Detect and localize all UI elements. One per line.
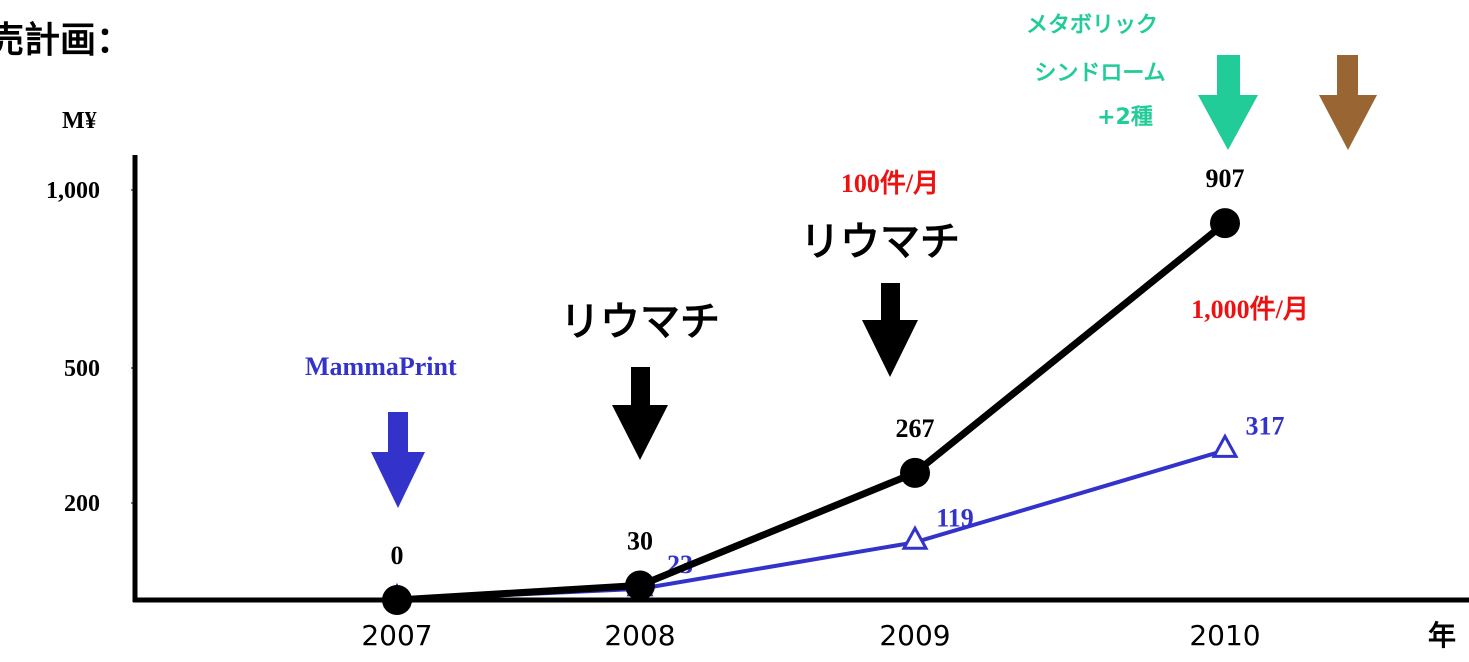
line: [396, 220, 1228, 604]
arrow: [371, 412, 425, 508]
point: [1210, 208, 1240, 239]
arrow: [862, 283, 918, 377]
point: [901, 525, 929, 550]
point: [900, 457, 930, 488]
annotation: リウマチ: [560, 299, 720, 345]
data-label: 119: [936, 503, 974, 532]
annotation: 1,000件/月: [1191, 295, 1309, 324]
annotation: メタボリック: [1026, 13, 1158, 38]
point: [625, 570, 655, 601]
title: 売計画：: [0, 20, 132, 61]
x-unit: 年: [1428, 619, 1456, 652]
annotation: リウマチ: [800, 219, 960, 265]
data-label: 317: [1246, 411, 1285, 440]
point: [1211, 433, 1239, 458]
y-tick-label: 500: [64, 356, 100, 382]
y-tick-label: 200: [64, 491, 100, 517]
y-unit: M¥: [62, 108, 97, 134]
data-label: 907: [1206, 164, 1245, 193]
point: [382, 585, 412, 615]
annotation: 100件/月: [841, 169, 939, 198]
annotation: +2種: [1097, 105, 1153, 130]
arrow: [1319, 55, 1377, 150]
x-tick-label: 2009: [879, 619, 950, 652]
x-tick-label: 2008: [604, 619, 675, 652]
x-tick-label: 2007: [361, 619, 432, 652]
arrow: [612, 367, 668, 460]
x-tick-label: 2010: [1189, 619, 1260, 652]
data-label: 30: [627, 526, 653, 555]
arrow: [1198, 55, 1258, 150]
annotation: MammaPrint: [305, 352, 457, 381]
data-label: 0: [391, 541, 404, 570]
data-label: 267: [896, 414, 935, 443]
y-tick-label: 1,000: [46, 178, 100, 204]
line: [396, 448, 1226, 602]
annotation: シンドローム: [1034, 61, 1165, 86]
